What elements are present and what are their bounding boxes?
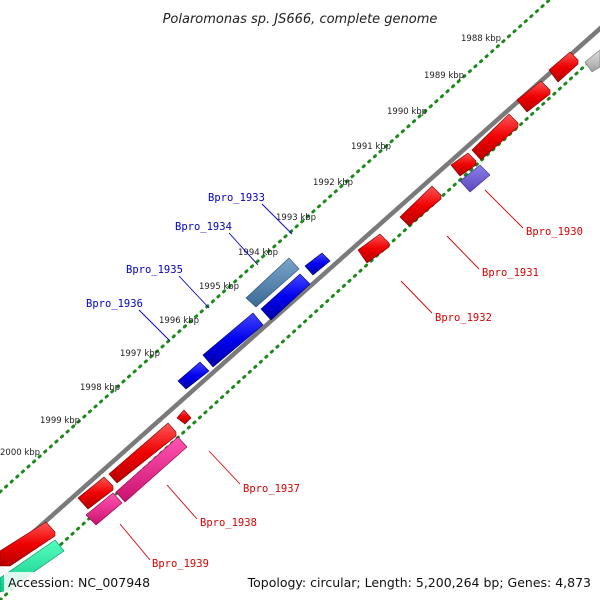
tick-label: 1998 kbp (80, 383, 120, 393)
accession-text: Accession: NC_007948 (8, 575, 150, 590)
tick-label: 1994 kbp (238, 248, 278, 258)
leader-line (138, 309, 171, 342)
tick-label: 1999 kbp (40, 416, 80, 426)
gene-label-bpro-1935[interactable]: Bpro_1935 (126, 264, 183, 276)
gene-grey[interactable] (584, 49, 600, 73)
reverse-genes (0, 49, 600, 567)
genome-summary: Topology: circular; Length: 5,200,264 bp… (247, 575, 591, 590)
leader-line (166, 484, 198, 520)
leader-line (178, 275, 210, 309)
tick-label: 1996 kbp (159, 316, 199, 326)
reverse-gene-labels: Bpro_1930 Bpro_1931 Bpro_1932 Bpro_1937 … (119, 189, 583, 570)
gene-red[interactable] (471, 113, 519, 161)
tick-label: 1988 kbp (461, 34, 501, 44)
gene-bpro-1937[interactable] (176, 409, 192, 425)
gene-bpro-1930[interactable] (459, 164, 491, 193)
gene-bpro-1939[interactable] (85, 492, 123, 526)
gene-bpro-1932[interactable] (357, 233, 390, 264)
gene-label-bpro-1937[interactable]: Bpro_1937 (243, 483, 300, 495)
tick-label: 1992 kbp (313, 178, 353, 188)
tick-label: 1990 kbp (387, 107, 427, 117)
leader-line (208, 450, 241, 485)
leader-line (228, 232, 259, 266)
gene-label-bpro-1931[interactable]: Bpro_1931 (482, 267, 539, 279)
gene-red[interactable] (450, 152, 477, 177)
leader-line (119, 523, 151, 561)
gene-red[interactable] (77, 476, 114, 510)
gene-red[interactable] (548, 51, 579, 83)
gene-bpro-1938[interactable] (115, 436, 188, 503)
genome-backbone (0, 25, 600, 565)
tick-label: 1993 kbp (276, 213, 316, 223)
tick-label: 2000 kbp (0, 448, 40, 458)
gene-label-bpro-1930[interactable]: Bpro_1930 (526, 226, 583, 238)
gene-label-bpro-1939[interactable]: Bpro_1939 (152, 558, 209, 570)
gene-small-blue[interactable] (177, 361, 210, 390)
tick-label: 1995 kbp (199, 282, 239, 292)
leader-line (484, 189, 524, 229)
gene-bpro-1933[interactable] (304, 252, 331, 276)
map-title: Polaromonas sp. JS666, complete genome (163, 12, 438, 27)
gene-label-bpro-1936[interactable]: Bpro_1936 (86, 298, 143, 310)
gene-bpro-1934[interactable] (245, 257, 300, 308)
tick-track-top (0, 0, 552, 494)
forward-gene-labels: Bpro_1933 Bpro_1934 Bpro_1935 Bpro_1936 (86, 192, 293, 342)
gene-bpro-1936[interactable] (202, 312, 264, 368)
leader-line (400, 280, 433, 314)
tick-label: 1989 kbp (424, 71, 464, 81)
gene-label-bpro-1938[interactable]: Bpro_1938 (200, 517, 257, 529)
tick-label: 1997 kbp (120, 349, 160, 359)
gene-label-bpro-1934[interactable]: Bpro_1934 (175, 221, 232, 233)
gene-label-bpro-1933[interactable]: Bpro_1933 (208, 192, 265, 204)
accession-bg (4, 572, 150, 592)
gene-red-long[interactable] (108, 422, 177, 484)
gene-red[interactable] (516, 80, 551, 113)
tick-label: 1991 kbp (351, 142, 391, 152)
gene-bpro-1935[interactable] (260, 273, 311, 321)
leader-line (261, 203, 293, 235)
gene-label-bpro-1932[interactable]: Bpro_1932 (435, 312, 492, 324)
gene-bpro-1931[interactable] (399, 185, 442, 227)
leader-line (446, 235, 480, 270)
tick-labels: 1988 kbp 1989 kbp 1990 kbp 1991 kbp 1992… (0, 34, 501, 458)
gene-red[interactable] (0, 521, 56, 567)
